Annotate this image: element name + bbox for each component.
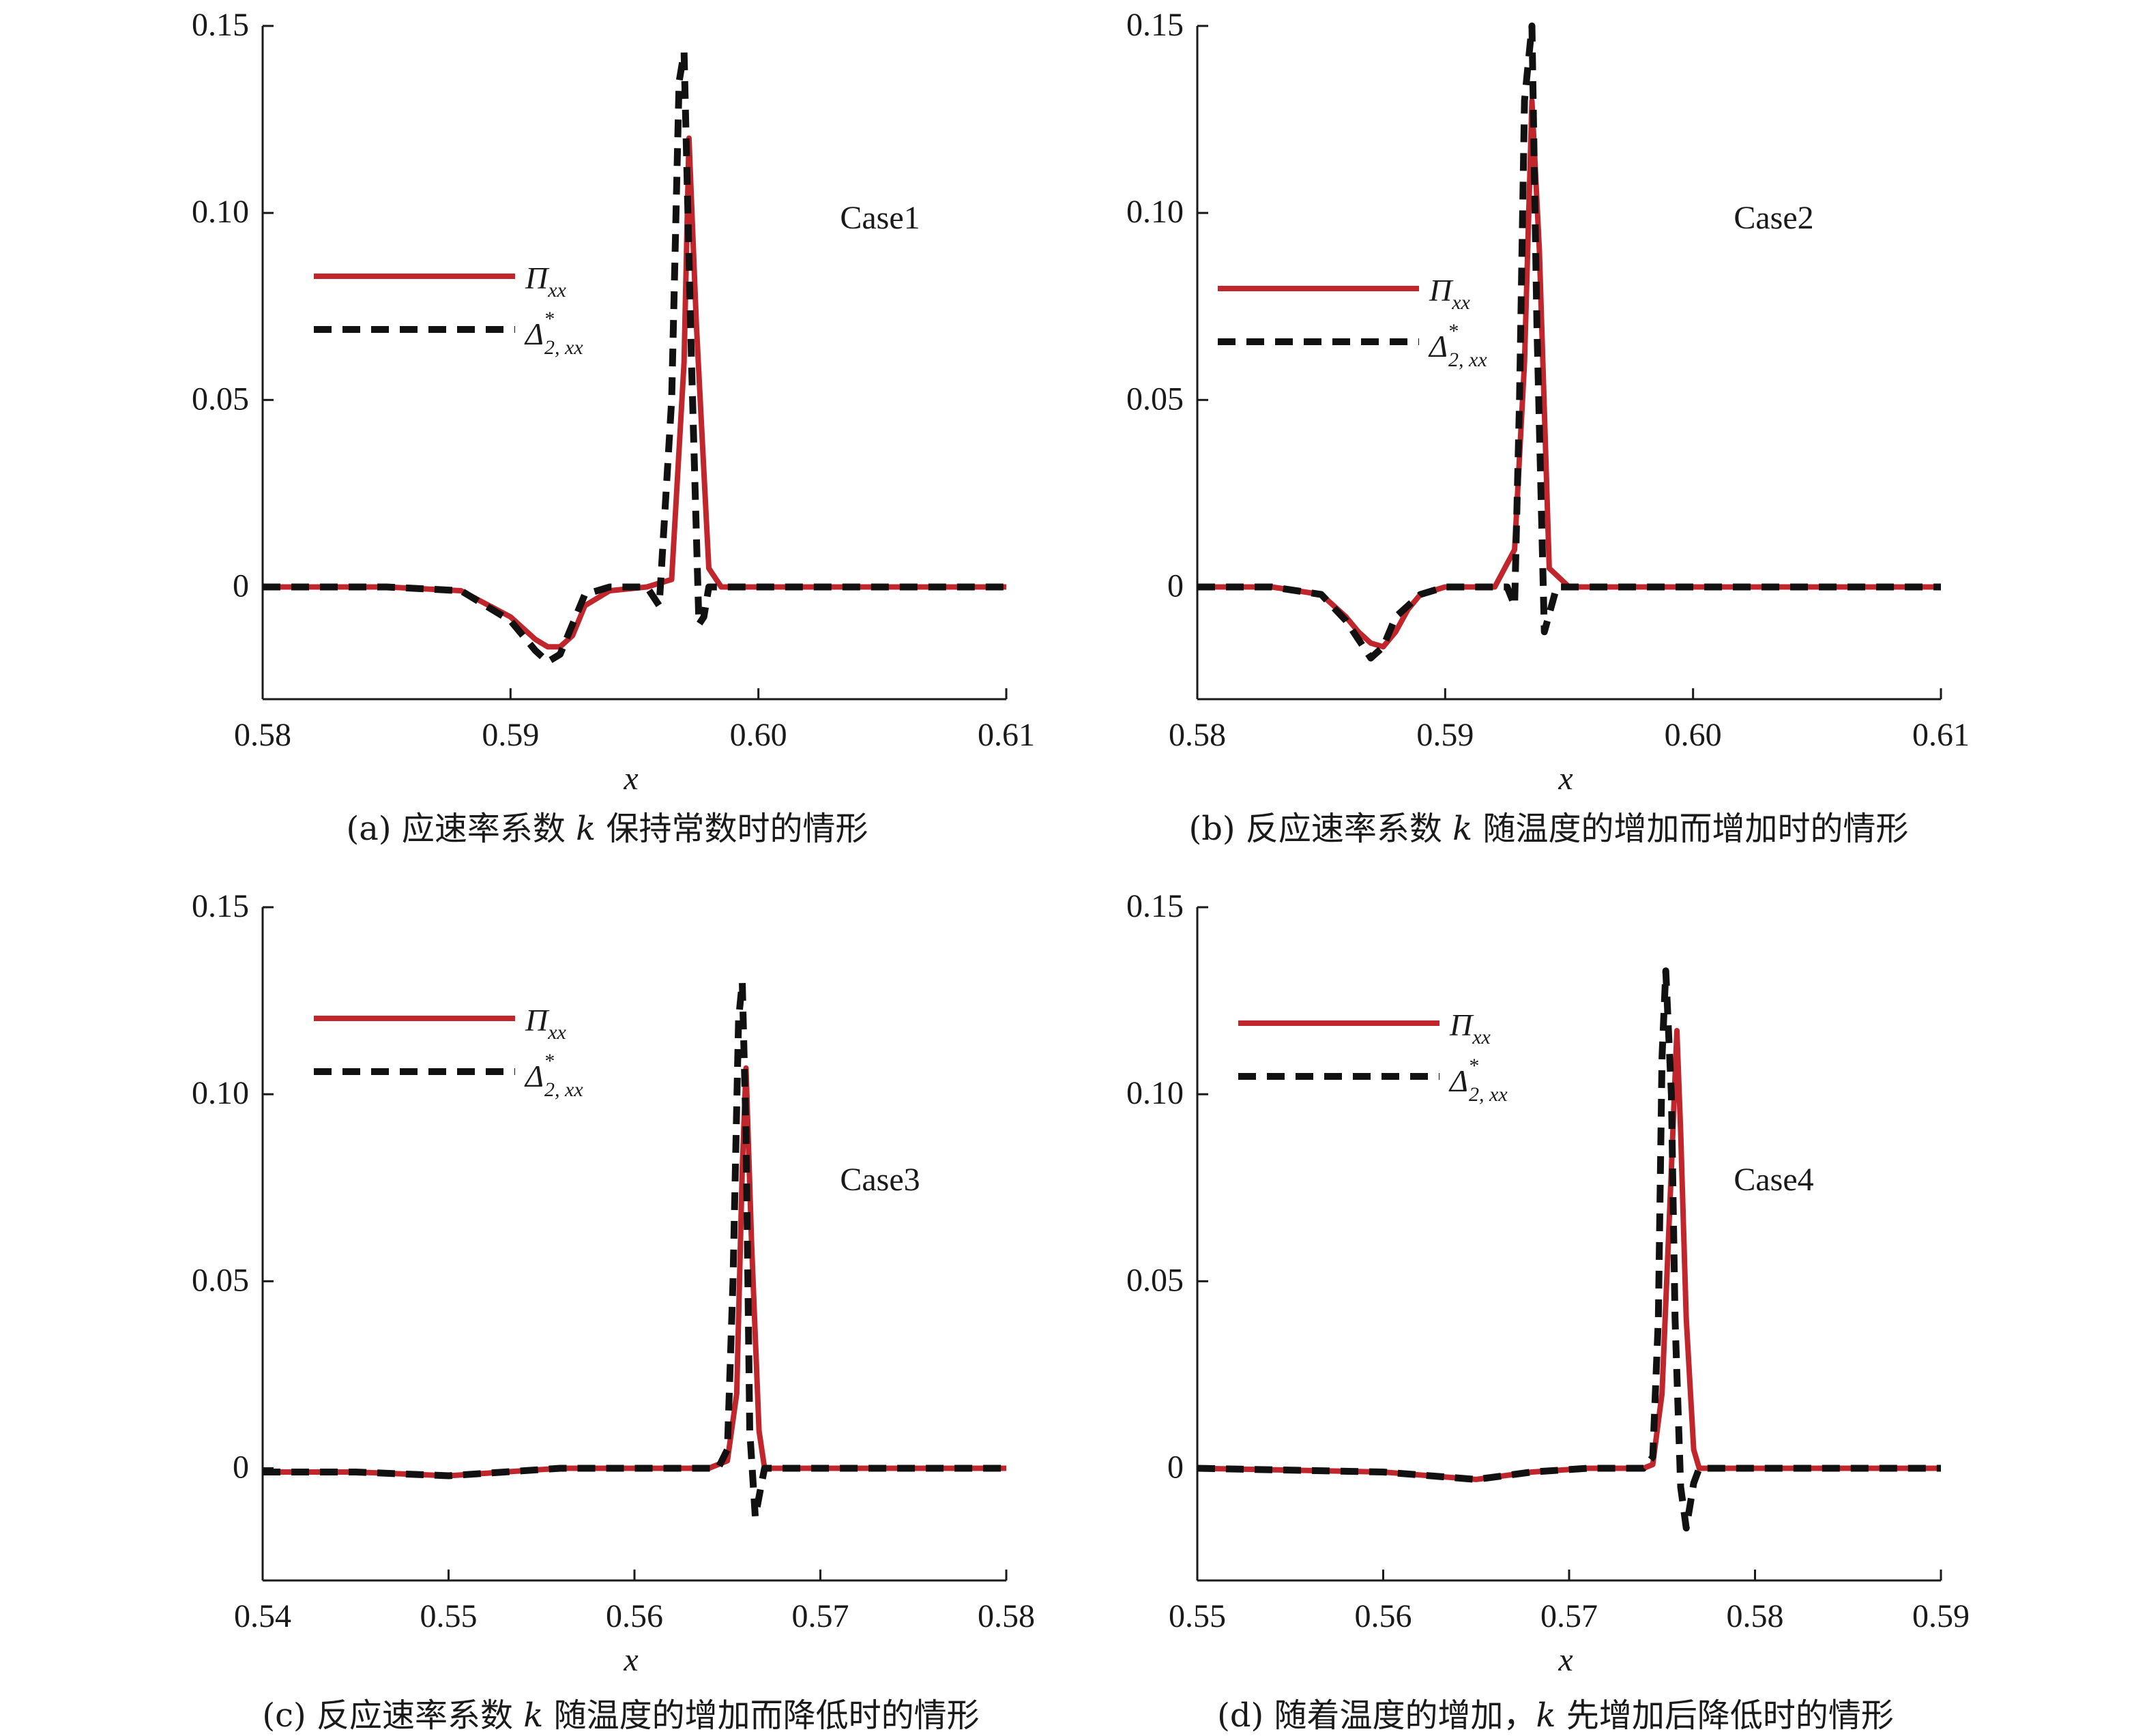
- x-axis-label-d: x: [1558, 1642, 1573, 1678]
- case-label-a: Case1: [840, 200, 920, 236]
- caption-c-pre: (c) 反应速率系数: [262, 1696, 524, 1735]
- x-tick-label-c-4: 0.58: [978, 1598, 1035, 1634]
- y-tick-label-d-1: 0.05: [1126, 1262, 1184, 1298]
- legend-delta-label-a: Δ* 2, xx: [524, 308, 583, 359]
- x-tick-label-b-0: 0.58: [1169, 717, 1226, 753]
- legend-pi-label-c: Πxx: [525, 1003, 567, 1044]
- caption-c-post: 随温度的增加而降低时的情形: [543, 1696, 980, 1735]
- y-tick-label-c-2: 0.10: [192, 1075, 249, 1111]
- legend-pi-label-b: Πxx: [1429, 273, 1471, 314]
- x-tick-label-b-2: 0.60: [1665, 717, 1722, 753]
- case-label-c: Case3: [840, 1162, 920, 1198]
- y-tick-label-d-3: 0.15: [1126, 888, 1184, 924]
- chart-panel-a: 0 0.05 0.10 0.15 0.58 0.59 0.60 0.61 x Case1 Πxx Δ*…: [192, 7, 1035, 797]
- series-delta-line-c: [263, 978, 1006, 1520]
- caption-d-var: k: [1536, 1696, 1556, 1735]
- chart-panel-d: 0 0.05 0.10 0.15 0.55 0.56 0.57 0.58 0.59 x Case4 Π…: [1126, 888, 1970, 1678]
- legend-delta-label-d: Δ* 2, xx: [1448, 1055, 1508, 1106]
- x-tick-label-d-4: 0.59: [1912, 1598, 1970, 1634]
- x-tick-label-d-1: 0.56: [1355, 1598, 1412, 1634]
- caption-b-post: 随温度的增加而增加时的情形: [1472, 810, 1909, 848]
- series-delta-line-b: [1197, 23, 1941, 662]
- case-label-b: Case2: [1734, 200, 1813, 236]
- caption-a-var: k: [576, 810, 596, 848]
- legend-b: Πxx Δ* 2, xx: [1218, 273, 1487, 371]
- y-tick-label-b-2: 0.10: [1126, 194, 1184, 230]
- legend-d: Πxx Δ* 2, xx: [1238, 1007, 1508, 1106]
- y-tick-label-b-3: 0.15: [1126, 7, 1184, 43]
- x-tick-label-c-1: 0.55: [420, 1598, 478, 1634]
- x-axis-label-a: x: [623, 761, 638, 797]
- x-tick-label-c-3: 0.57: [792, 1598, 849, 1634]
- y-tick-label-c-3: 0.15: [192, 888, 249, 924]
- legend-delta-label-b: Δ* 2, xx: [1428, 320, 1487, 371]
- caption-b-var: k: [1452, 810, 1473, 848]
- x-tick-label-d-3: 0.58: [1727, 1598, 1784, 1634]
- legend-pi-label-a: Πxx: [525, 261, 567, 301]
- case-label-d: Case4: [1734, 1162, 1813, 1198]
- caption-b-pre: (b) 反应速率系数: [1188, 810, 1453, 848]
- x-tick-label-a-1: 0.59: [482, 717, 539, 753]
- x-tick-label-a-2: 0.60: [730, 717, 787, 753]
- x-tick-label-a-0: 0.58: [234, 717, 291, 753]
- legend-pi-label-d: Πxx: [1449, 1007, 1491, 1048]
- legend-a: Πxx Δ* 2, xx: [314, 261, 583, 359]
- x-tick-label-b-1: 0.59: [1416, 717, 1474, 753]
- x-tick-label-d-0: 0.55: [1169, 1598, 1226, 1634]
- x-tick-label-b-3: 0.61: [1912, 717, 1970, 753]
- legend-delta-label-c: Δ* 2, xx: [524, 1050, 583, 1101]
- legend-c: Πxx Δ* 2, xx: [314, 1003, 583, 1101]
- x-axis-label-c: x: [623, 1642, 638, 1678]
- y-tick-label-d-2: 0.10: [1126, 1075, 1184, 1111]
- series-pi-xx-line-d: [1197, 1027, 1941, 1482]
- caption-a-post: 保持常数时的情形: [596, 810, 868, 848]
- caption-d-pre: (d) 随着温度的增加，: [1217, 1696, 1536, 1735]
- series-delta-line-a: [263, 48, 1006, 666]
- caption-d-post: 先增加后降低时的情形: [1555, 1696, 1894, 1735]
- chart-panel-b: 0 0.05 0.10 0.15 0.58 0.59 0.60 0.61 x Case2 Πxx Δ*…: [1126, 7, 1970, 797]
- x-tick-label-c-2: 0.56: [606, 1598, 663, 1634]
- series-delta-line-d: [1197, 967, 1941, 1532]
- caption-a: (a) 应速率系数 k 保持常数时的情形: [96, 801, 1119, 849]
- y-tick-label-d-0: 0: [1167, 1450, 1184, 1486]
- y-tick-label-b-1: 0.05: [1126, 381, 1184, 417]
- caption-c: (c) 反应速率系数 k 随温度的增加而降低时的情形: [109, 1688, 1132, 1736]
- y-tick-label-a-0: 0: [233, 568, 249, 604]
- x-tick-label-d-2: 0.57: [1540, 1598, 1598, 1634]
- y-tick-label-b-0: 0: [1167, 568, 1184, 604]
- y-tick-label-a-2: 0.10: [192, 194, 249, 230]
- x-tick-label-a-3: 0.61: [978, 717, 1035, 753]
- y-tick-label-a-1: 0.05: [192, 381, 249, 417]
- x-tick-label-c-0: 0.54: [234, 1598, 291, 1634]
- caption-b: (b) 反应速率系数 k 随温度的增加而增加时的情形: [1037, 801, 2060, 849]
- y-tick-label-c-1: 0.05: [192, 1262, 249, 1298]
- x-axis-label-b: x: [1558, 761, 1573, 797]
- series-pi-xx-line-b: [1197, 98, 1941, 650]
- y-tick-label-a-3: 0.15: [192, 7, 249, 43]
- caption-a-pre: (a) 应速率系数: [346, 810, 576, 848]
- y-tick-label-c-0: 0: [233, 1450, 249, 1486]
- caption-c-var: k: [523, 1696, 544, 1735]
- series-pi-xx-line-c: [263, 1065, 1006, 1479]
- caption-d: (d) 随着温度的增加，k 先增加后降低时的情形: [1044, 1688, 2067, 1736]
- chart-panel-c: 0 0.05 0.10 0.15 0.54 0.55 0.56 0.57 0.58 x Case3 Π…: [192, 888, 1035, 1678]
